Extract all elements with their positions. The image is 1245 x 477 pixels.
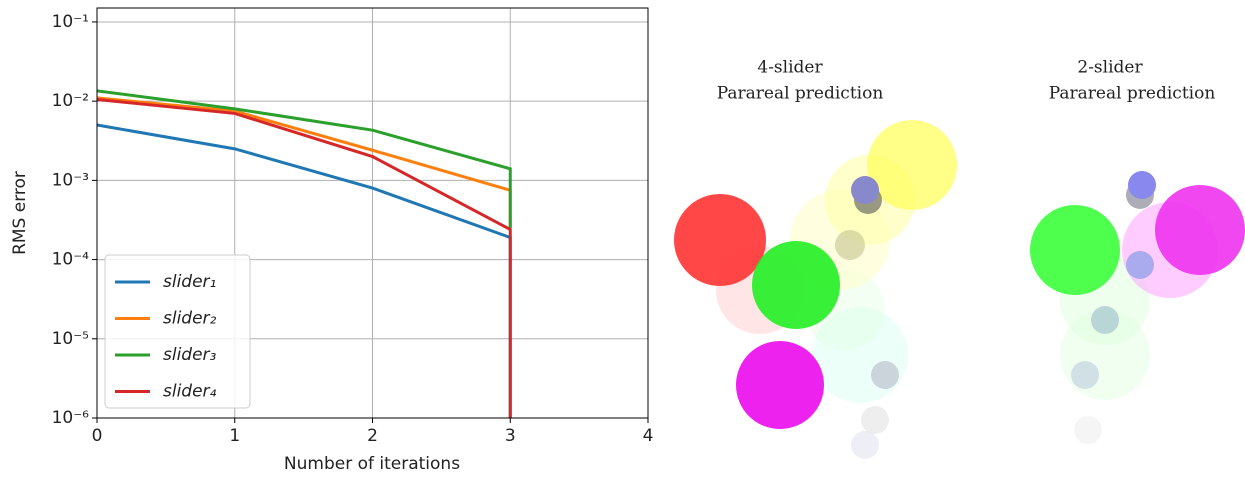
x-tick-label: 4 [643, 426, 654, 446]
legend-label: slider₁ [163, 272, 216, 292]
legend-label: slider₃ [163, 345, 217, 365]
legend-label: slider₄ [163, 382, 217, 402]
x-tick-label: 2 [367, 426, 378, 446]
x-tick-label: 3 [505, 426, 516, 446]
panel-title: 2-slider [1077, 58, 1143, 78]
legend-label: slider₂ [163, 309, 217, 329]
x-axis-label: Number of iterations [284, 454, 460, 473]
y-axis-label: RMS error [10, 171, 30, 255]
y-tick-label: 10⁻³ [52, 170, 89, 190]
legend: slider₁ slider₂ slider₃ slider₄ [104, 254, 251, 409]
panel-subtitle: Parareal prediction [1049, 84, 1216, 104]
legend-box [104, 254, 251, 409]
simulation-2 [1030, 171, 1245, 444]
panel-title: 4-slider [757, 58, 823, 78]
y-tick-label: 10⁻² [52, 91, 89, 111]
series-line [97, 97, 512, 418]
panel-subtitle: Parareal prediction [717, 84, 884, 104]
series-line [97, 89, 512, 229]
simulation-4 [674, 120, 957, 459]
y-tick-label: 10⁻¹ [52, 12, 89, 32]
x-tick-label: 0 [92, 426, 103, 446]
y-tick-label: 10⁻⁵ [52, 329, 89, 349]
plot-frame [96, 7, 649, 419]
series-line [97, 96, 512, 229]
y-tick-label: 10⁻⁶ [52, 408, 90, 428]
x-tick-label: 1 [229, 426, 240, 446]
y-tick-label: 10⁻⁴ [52, 250, 90, 270]
